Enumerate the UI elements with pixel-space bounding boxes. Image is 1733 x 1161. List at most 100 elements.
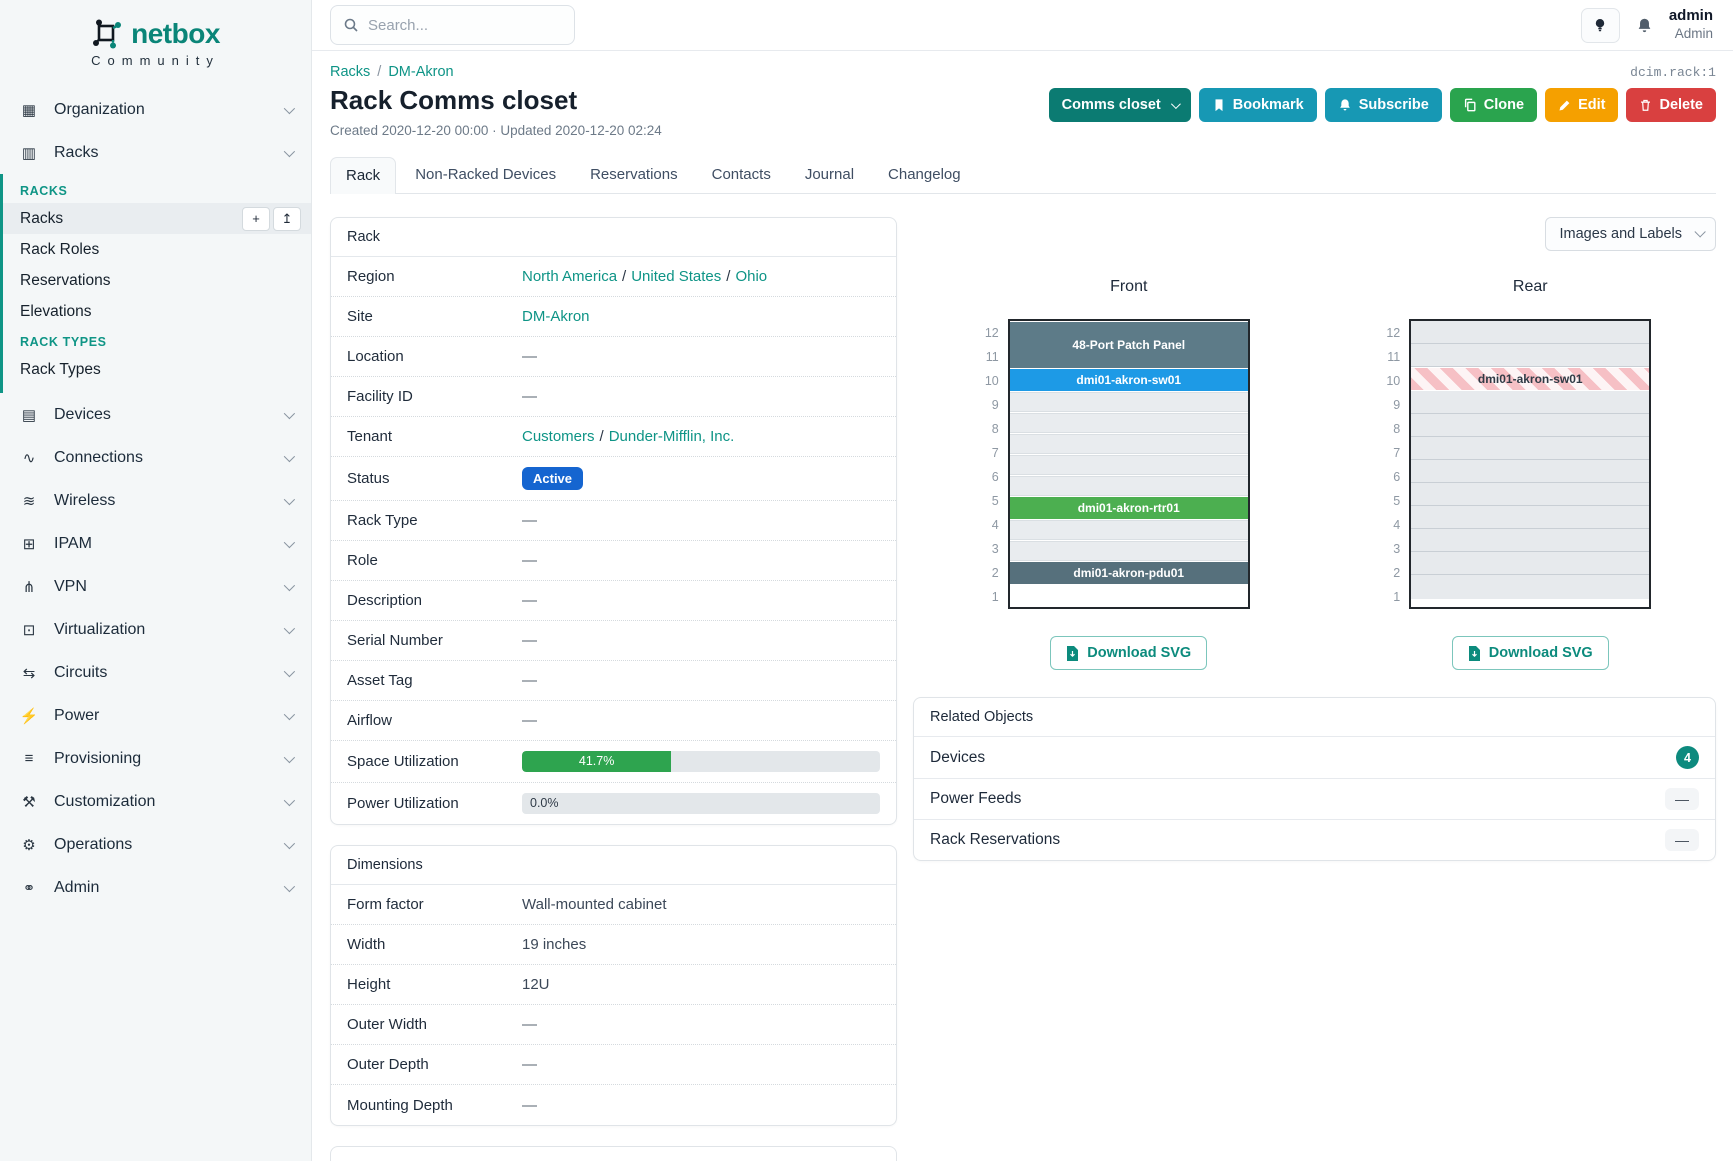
- rack-elevations: Front 12 11 10 9 8 7 6 5 4 3 2 1 48-Port Patch Pane…: [913, 278, 1716, 670]
- rack-slot-empty[interactable]: [1009, 476, 1248, 496]
- region-link[interactable]: North America: [522, 268, 618, 285]
- sidebar-item-ipam[interactable]: ⊞ IPAM: [0, 522, 311, 565]
- user-menu[interactable]: admin Admin: [1669, 7, 1713, 43]
- related-row-devices[interactable]: Devices 4: [914, 736, 1715, 778]
- rack-slot-empty[interactable]: [1411, 529, 1650, 552]
- power-utilization-text: 0.0%: [530, 796, 559, 810]
- notifications-button[interactable]: [1636, 17, 1653, 34]
- rack-slot-empty[interactable]: [1009, 541, 1248, 561]
- brand-subtitle: Community: [91, 53, 220, 68]
- sidebar-item-vpn[interactable]: ⋔ VPN: [0, 565, 311, 608]
- rack-slot-empty[interactable]: [1009, 520, 1248, 540]
- rack-slot-empty[interactable]: [1009, 455, 1248, 475]
- bookmark-button[interactable]: Bookmark: [1198, 88, 1317, 122]
- related-objects-title: Related Objects: [930, 709, 1034, 725]
- sidebar-item-label: Virtualization: [54, 620, 146, 638]
- tab-changelog[interactable]: Changelog: [888, 166, 961, 183]
- region-link[interactable]: Ohio: [735, 268, 768, 285]
- tab-journal[interactable]: Journal: [804, 166, 855, 183]
- sidebar-item-label: Racks: [20, 209, 64, 227]
- sidebar-item-provisioning[interactable]: ≡ Provisioning: [0, 737, 311, 780]
- tab-reservations[interactable]: Reservations: [590, 166, 678, 183]
- field-row-space-utilization: Space Utilization 41.7%: [331, 741, 896, 783]
- site-link[interactable]: DM-Akron: [522, 308, 590, 325]
- sidebar-item-racks[interactable]: ▥ Racks: [0, 131, 311, 174]
- sidebar-item-racks-list[interactable]: Racks + ↥: [3, 203, 311, 234]
- sidebar-item-connections[interactable]: ∿ Connections: [0, 436, 311, 479]
- theme-toggle-button[interactable]: [1580, 7, 1620, 43]
- sidebar-item-label: Wireless: [54, 491, 116, 509]
- tab-non-racked-devices[interactable]: Non-Racked Devices: [415, 166, 557, 183]
- field-row-rack-type: Rack Type —: [331, 501, 896, 541]
- field-row-region: Region North America / United States / Ohio: [331, 257, 896, 297]
- rack-slot-empty[interactable]: [1411, 391, 1650, 414]
- rack-slot-empty[interactable]: [1411, 460, 1650, 483]
- tenant-group-link[interactable]: Customers: [522, 428, 595, 445]
- racks-icon: ▥: [21, 144, 37, 162]
- add-rack-button[interactable]: +: [242, 206, 270, 231]
- rack-slot-empty[interactable]: [1411, 575, 1650, 599]
- search-input[interactable]: [368, 16, 562, 34]
- sidebar-item-admin[interactable]: ⚭ Admin: [0, 866, 311, 909]
- rack-slot-empty[interactable]: [1411, 483, 1650, 506]
- sidebar-item-elevations[interactable]: Elevations: [3, 296, 311, 327]
- sidebar-item-circuits[interactable]: ⇆ Circuits: [0, 651, 311, 694]
- sidebar-item-wireless[interactable]: ≋ Wireless: [0, 479, 311, 522]
- rack-slot-empty[interactable]: [1411, 344, 1650, 367]
- sidebar-item-rack-types[interactable]: Rack Types: [3, 354, 311, 385]
- related-row-power-feeds[interactable]: Power Feeds —: [914, 778, 1715, 819]
- clone-button[interactable]: Clone: [1449, 88, 1538, 122]
- rack-device[interactable]: dmi01-akron-sw01: [1009, 369, 1248, 391]
- rack-slot-empty[interactable]: [1009, 434, 1248, 454]
- rack-slot-empty[interactable]: [1411, 437, 1650, 460]
- rack-slot-empty[interactable]: [1009, 413, 1248, 433]
- unit-number: 1: [991, 590, 999, 604]
- rack-slot-empty[interactable]: [1411, 414, 1650, 437]
- breadcrumb-separator: /: [377, 64, 382, 80]
- sidebar-item-operations[interactable]: ⚙ Operations: [0, 823, 311, 866]
- sidebar-item-rack-roles[interactable]: Rack Roles: [3, 234, 311, 265]
- unit-number: 12: [984, 326, 999, 340]
- wireless-icon: ≋: [22, 492, 36, 510]
- sidebar-item-devices[interactable]: ▤ Devices: [0, 393, 311, 436]
- rack-panel: Rack Region North America / United States /…: [330, 217, 897, 825]
- sidebar-item-customization[interactable]: ⚒ Customization: [0, 780, 311, 823]
- rack-slot-empty[interactable]: [1411, 552, 1650, 575]
- tab-contacts[interactable]: Contacts: [711, 166, 771, 183]
- sidebar-item-reservations[interactable]: Reservations: [3, 265, 311, 296]
- region-link[interactable]: United States: [631, 268, 722, 285]
- devices-icon: ▤: [21, 406, 37, 424]
- rack-slot-empty[interactable]: [1009, 392, 1248, 412]
- breadcrumb-link-site[interactable]: DM-Akron: [388, 64, 454, 80]
- breadcrumb-link-racks[interactable]: Racks: [330, 64, 371, 80]
- rack-slot-empty[interactable]: [1411, 321, 1650, 344]
- rack-device[interactable]: dmi01-akron-pdu01: [1009, 562, 1248, 584]
- related-row-rack-reservations[interactable]: Rack Reservations —: [914, 819, 1715, 860]
- delete-button[interactable]: Delete: [1626, 88, 1716, 122]
- status-dropdown-label: Comms closet: [1061, 97, 1161, 113]
- sidebar-item-label: VPN: [54, 577, 87, 595]
- rear-elevation: Rear 12 11 10 9 8 7 6 5 4 3 2 1 dmi01-akron-sw01 Do…: [1315, 278, 1717, 670]
- sidebar-item-label: Rack Types: [20, 360, 101, 378]
- chevron-down-icon: [1170, 98, 1181, 109]
- status-dropdown-button[interactable]: Comms closet: [1048, 88, 1191, 122]
- subscribe-button[interactable]: Subscribe: [1324, 88, 1442, 122]
- tenant-link[interactable]: Dunder-Mifflin, Inc.: [608, 428, 735, 445]
- elevation-view-dropdown[interactable]: Images and Labels: [1545, 217, 1716, 251]
- download-svg-rear-button[interactable]: Download SVG: [1451, 636, 1609, 670]
- tab-rack[interactable]: Rack: [330, 157, 397, 194]
- sidebar-item-virtualization[interactable]: ⊡ Virtualization: [0, 608, 311, 651]
- sidebar-item-power[interactable]: ⚡ Power: [0, 694, 311, 737]
- rack-device[interactable]: dmi01-akron-rtr01: [1009, 497, 1248, 519]
- rack-device[interactable]: 48-Port Patch Panel: [1009, 322, 1248, 368]
- brand[interactable]: netbox Community: [0, 12, 311, 70]
- edit-button[interactable]: Edit: [1545, 88, 1619, 122]
- rack-device[interactable]: dmi01-akron-sw01: [1411, 368, 1650, 390]
- sidebar-item-organization[interactable]: ▦ Organization: [0, 88, 311, 131]
- import-racks-button[interactable]: ↥: [273, 206, 301, 231]
- unit-number: 2: [991, 566, 999, 580]
- unit-number: 6: [1393, 470, 1401, 484]
- global-search[interactable]: [330, 5, 575, 45]
- download-svg-front-button[interactable]: Download SVG: [1050, 636, 1208, 670]
- rack-slot-empty[interactable]: [1411, 506, 1650, 529]
